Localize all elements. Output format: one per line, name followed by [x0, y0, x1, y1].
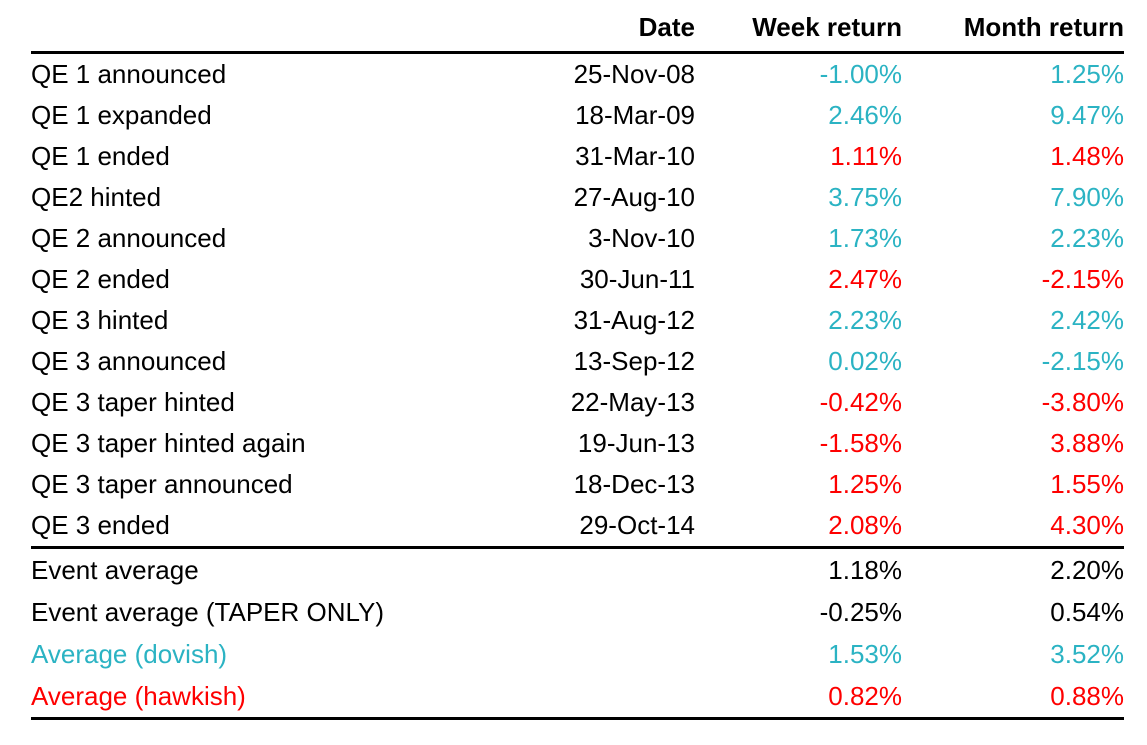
table-row: QE 2 ended 30-Jun-11 2.47% -2.15% [31, 259, 1124, 300]
month-return-cell: -2.15% [1041, 264, 1124, 294]
table-row: QE 1 ended 31-Mar-10 1.11% 1.48% [31, 136, 1124, 177]
date-cell: 19-Jun-13 [577, 428, 695, 458]
date-cell: 29-Oct-14 [421, 505, 695, 549]
table-row: QE 3 ended 29-Oct-14 2.08% 4.30% [31, 505, 1124, 549]
table-row: QE 2 announced 3-Nov-10 1.73% 2.23% [31, 218, 1124, 259]
event-label-cell: QE 2 announced [31, 223, 227, 253]
date-cell [421, 548, 695, 592]
event-label-cell: QE 3 taper announced [31, 469, 293, 499]
week-return-cell: 2.47% [828, 264, 902, 294]
week-return-cell: 0.82% [695, 675, 902, 720]
date-cell: 18-Mar-09 [575, 100, 695, 130]
month-return-cell: 1.25% [1050, 59, 1124, 89]
week-return-cell: -0.42% [819, 387, 902, 417]
month-return-cell: -3.80% [1041, 387, 1124, 417]
col-header-week-return: Week return [695, 3, 902, 54]
date-cell: 18-Dec-13 [573, 469, 695, 499]
date-cell: 30-Jun-11 [579, 264, 695, 294]
date-cell [421, 591, 695, 633]
month-return-cell: 1.55% [1050, 469, 1124, 499]
col-header-date: Date [421, 3, 695, 54]
week-return-cell: -1.00% [819, 59, 902, 89]
table-row: Average (hawkish) 0.82% 0.88% [31, 675, 1124, 720]
table-row: QE 3 taper announced 18-Dec-13 1.25% 1.55% [31, 464, 1124, 505]
month-return-cell: 1.48% [1050, 141, 1124, 171]
date-cell [421, 675, 695, 720]
date-cell: 13-Sep-12 [573, 346, 695, 376]
month-return-cell: 2.42% [1050, 305, 1124, 335]
month-return-cell: -2.15% [1041, 346, 1124, 376]
week-return-cell: 1.73% [828, 223, 902, 253]
date-cell: 31-Aug-12 [573, 305, 695, 335]
table-row: QE 1 expanded 18-Mar-09 2.46% 9.47% [31, 95, 1124, 136]
month-return-cell: 4.30% [902, 505, 1124, 549]
date-cell: 22-May-13 [570, 387, 695, 417]
table-row: Average (dovish) 1.53% 3.52% [31, 633, 1124, 675]
event-label-cell: Average (hawkish) [31, 675, 421, 720]
event-label-cell: QE 1 ended [31, 141, 170, 171]
date-cell: 3-Nov-10 [588, 223, 695, 253]
table-row: QE 3 taper hinted again 19-Jun-13 -1.58% 3.… [31, 423, 1124, 464]
event-label-cell: QE 1 announced [31, 59, 227, 89]
event-label-cell: QE2 hinted [31, 182, 162, 212]
table-row: QE 1 announced 25-Nov-08 -1.00% 1.25% [31, 53, 1124, 96]
week-return-cell: 1.18% [828, 554, 902, 585]
event-label-cell: Average (dovish) [31, 638, 228, 669]
month-return-cell: 7.90% [1050, 182, 1124, 212]
month-return-cell: 3.52% [1050, 638, 1124, 669]
month-return-cell: 2.23% [1050, 223, 1124, 253]
event-label-cell: Event average [31, 554, 199, 585]
event-label-cell: QE 2 ended [31, 264, 170, 294]
event-label-cell: QE 1 expanded [31, 100, 212, 130]
col-header-event [31, 3, 421, 54]
event-label-cell: Event average (TAPER ONLY) [31, 596, 385, 627]
event-rows: QE 1 announced 25-Nov-08 -1.00% 1.25% QE 1 e… [31, 53, 1124, 549]
week-return-cell: 3.75% [828, 182, 902, 212]
table-row: Event average 1.18% 2.20% [31, 548, 1124, 592]
month-return-cell: 3.88% [1050, 428, 1124, 458]
week-return-cell: 2.23% [828, 305, 902, 335]
event-label-cell: QE 3 taper hinted [31, 387, 235, 417]
table-row: QE2 hinted 27-Aug-10 3.75% 7.90% [31, 177, 1124, 218]
month-return-cell: 0.88% [902, 675, 1124, 720]
event-label-cell: QE 3 announced [31, 346, 227, 376]
week-return-cell: 1.53% [828, 638, 902, 669]
date-cell: 25-Nov-08 [573, 59, 695, 89]
week-return-cell: -1.58% [819, 428, 902, 458]
date-cell: 31-Mar-10 [575, 141, 695, 171]
qe-events-table: Date Week return Month return QE 1 annou… [31, 3, 1124, 720]
month-return-cell: 0.54% [1050, 596, 1124, 627]
week-return-cell: 0.02% [828, 346, 902, 376]
date-cell: 27-Aug-10 [573, 182, 695, 212]
event-label-cell: QE 3 taper hinted again [31, 428, 306, 458]
table-row: QE 3 taper hinted 22-May-13 -0.42% -3.80% [31, 382, 1124, 423]
month-return-cell: 2.20% [1050, 554, 1124, 585]
summary-rows: Event average 1.18% 2.20% Event average (TA… [31, 548, 1124, 720]
event-label-cell: QE 3 hinted [31, 305, 169, 335]
header-row: Date Week return Month return [31, 3, 1124, 54]
table-row: Event average (TAPER ONLY) -0.25% 0.54% [31, 591, 1124, 633]
table-row: QE 3 announced 13-Sep-12 0.02% -2.15% [31, 341, 1124, 382]
event-label-cell: QE 3 ended [31, 505, 421, 549]
date-cell [421, 633, 695, 675]
week-return-cell: 1.25% [828, 469, 902, 499]
table-row: QE 3 hinted 31-Aug-12 2.23% 2.42% [31, 300, 1124, 341]
week-return-cell: 2.46% [828, 100, 902, 130]
month-return-cell: 9.47% [1050, 100, 1124, 130]
week-return-cell: 1.11% [830, 141, 902, 171]
week-return-cell: 2.08% [695, 505, 902, 549]
week-return-cell: -0.25% [819, 596, 902, 627]
col-header-month-return: Month return [902, 3, 1124, 54]
